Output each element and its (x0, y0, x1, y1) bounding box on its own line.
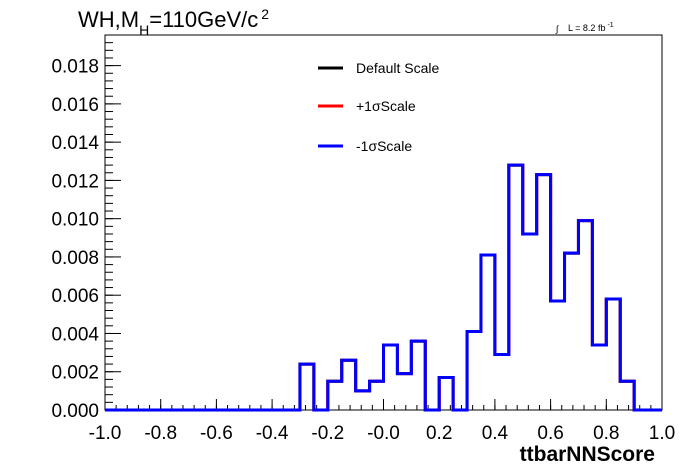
x-tick-label: 0.6 (537, 423, 563, 444)
x-tick-label: 0.8 (593, 423, 619, 444)
series-line-2 (105, 163, 662, 412)
legend-entry-1: +1σScale (356, 98, 416, 114)
y-tick-label: 0.018 (51, 57, 99, 78)
y-tick-label: 0.014 (51, 133, 99, 154)
x-tick-label: -0.0 (367, 423, 400, 444)
luminosity-label: L = 8.2 fb -1 (568, 22, 614, 33)
x-tick-label: 0.4 (482, 423, 509, 444)
x-tick-labels: -1.0 -0.8 -0.6 -0.4 -0.2 -0.0 0.2 0.4 0.6 0.8 1.0 (89, 423, 676, 444)
x-tick-label: 0.2 (426, 423, 452, 444)
x-tick-label: -0.2 (311, 423, 344, 444)
y-tick-label: 0.010 (51, 210, 99, 231)
y-tick-label: 0.012 (51, 171, 99, 192)
legend-entry-0: Default Scale (356, 60, 439, 76)
x-axis-label: ttbarNNScore (520, 443, 655, 466)
y-tick-label: 0.000 (51, 401, 99, 422)
x-tick-label: -0.6 (200, 423, 233, 444)
series-group (105, 163, 662, 412)
y-tick-label: 0.008 (51, 248, 99, 269)
chart-title: WH,MH=110GeV/c 2 (78, 6, 269, 38)
legend-entry-2: -1σScale (356, 138, 412, 154)
x-tick-label: -0.4 (256, 423, 289, 444)
x-tick-label: 1.0 (649, 423, 675, 444)
x-tick-label: -1.0 (89, 423, 122, 444)
luminosity-integral-sign: ∫ (555, 24, 560, 34)
y-tick-label: 0.006 (51, 286, 99, 307)
y-tick-label: 0.016 (51, 95, 99, 116)
y-tick-label: 0.004 (51, 324, 99, 345)
y-tick-label: 0.002 (51, 363, 99, 384)
y-tick-labels: 0.000 0.002 0.004 0.006 0.008 0.010 0.012 0.014… (51, 57, 99, 422)
x-tick-label: -0.8 (144, 423, 177, 444)
legend: Default Scale +1σScale -1σScale (318, 60, 439, 154)
